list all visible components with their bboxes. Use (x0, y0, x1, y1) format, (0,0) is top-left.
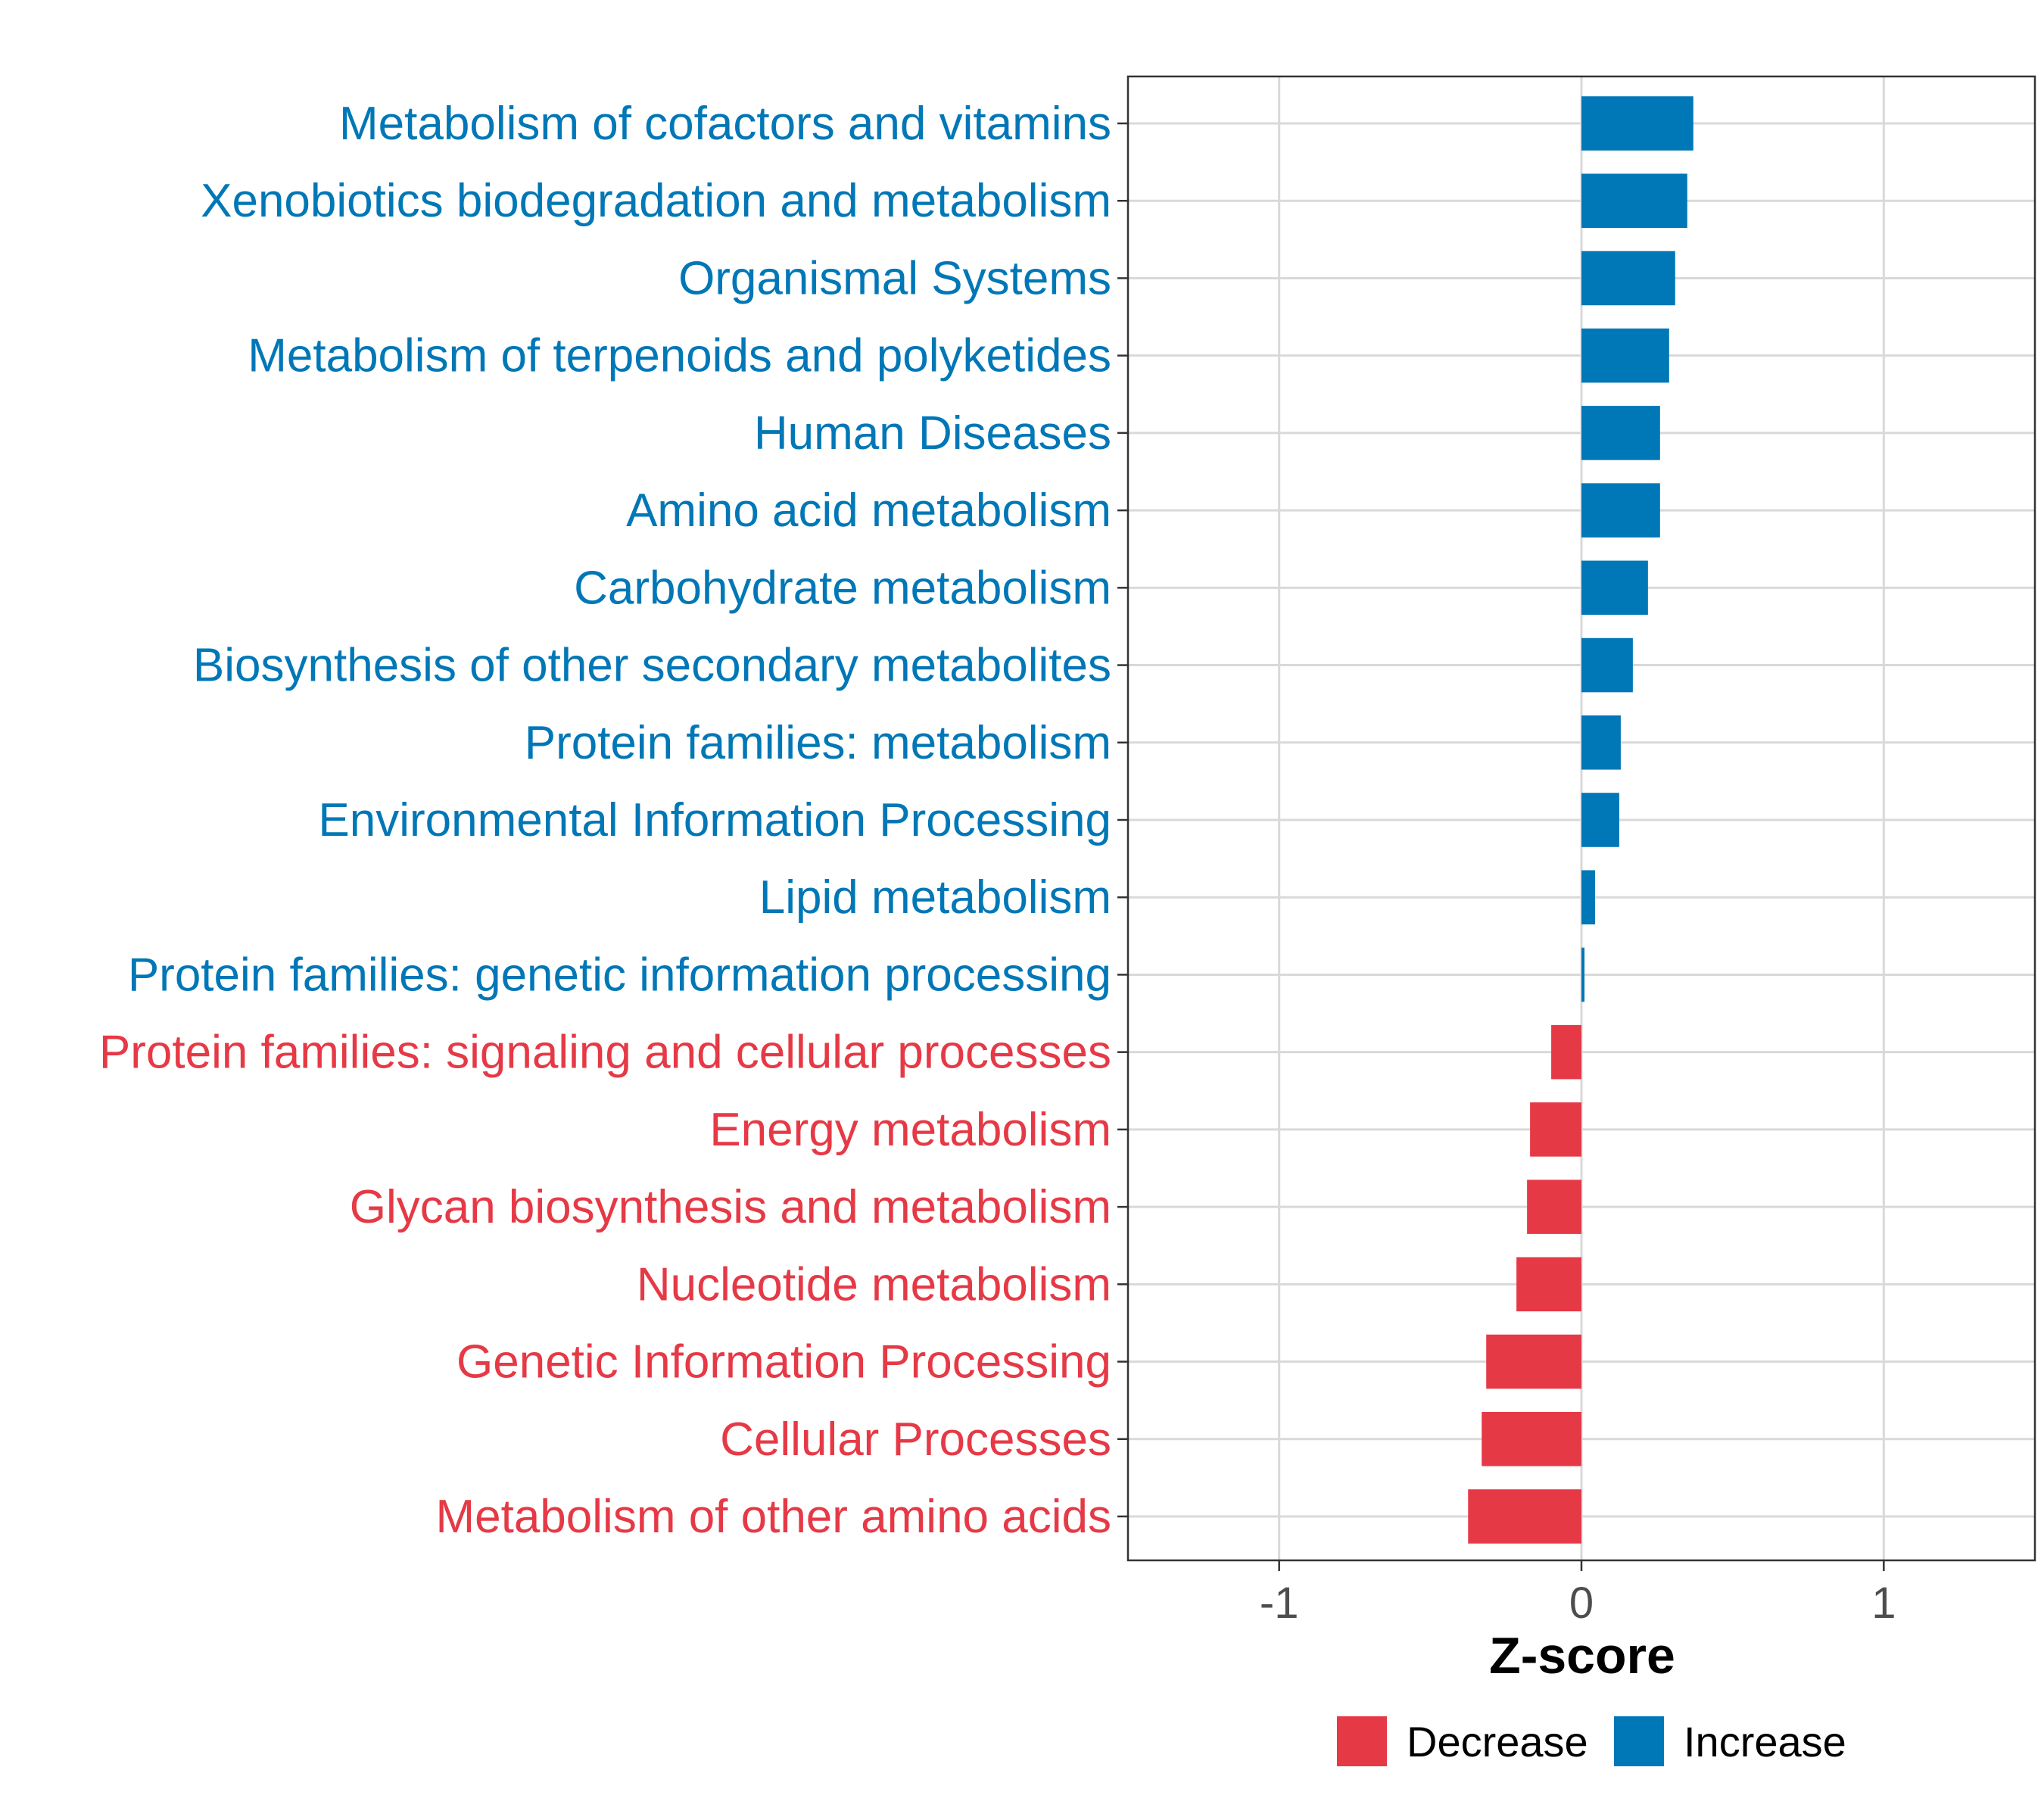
category-label-metabolism-of-cofactors-and-vitamins: Metabolism of cofactors and vitamins (339, 98, 1111, 150)
category-label-human-diseases: Human Diseases (754, 407, 1111, 460)
bar-metabolism-of-cofactors-and-vitamins (1581, 96, 1693, 151)
legend-key-increase (1614, 1716, 1664, 1766)
category-label-glycan-biosynthesis-and-metabolism: Glycan biosynthesis and metabolism (350, 1181, 1111, 1233)
category-label-protein-families-genetic-information-processing: Protein families: genetic information pr… (128, 949, 1111, 1001)
category-label-cellular-processes: Cellular Processes (720, 1413, 1111, 1466)
category-label-genetic-information-processing: Genetic Information Processing (456, 1336, 1111, 1388)
bar-glycan-biosynthesis-and-metabolism (1527, 1180, 1581, 1234)
x-axis-ticks (1278, 1560, 1885, 1571)
bar-cellular-processes (1482, 1412, 1581, 1466)
bars (1468, 96, 1693, 1544)
category-label-metabolism-of-other-amino-acids: Metabolism of other amino acids (435, 1491, 1111, 1543)
bar-environmental-information-processing (1581, 793, 1619, 847)
category-label-nucleotide-metabolism: Nucleotide metabolism (637, 1258, 1111, 1311)
category-label-environmental-information-processing: Environmental Information Processing (318, 794, 1111, 846)
bar-nucleotide-metabolism (1516, 1257, 1581, 1312)
y-axis-labels: Metabolism of cofactors and vitamins Xeno… (99, 98, 1111, 1543)
bar-amino-acid-metabolism (1581, 483, 1660, 538)
bar-xenobiotics-biodegradation-and-metabolism (1581, 173, 1687, 228)
bar-metabolism-of-terpenoids-and-polyketides (1581, 328, 1669, 383)
category-label-energy-metabolism: Energy metabolism (709, 1104, 1111, 1156)
y-axis-ticks (1117, 122, 1128, 1518)
legend-label-decrease: Decrease (1407, 1718, 1588, 1766)
bar-protein-families-signaling-and-cellular-processes (1551, 1024, 1581, 1080)
bar-organismal-systems (1581, 251, 1675, 306)
category-label-carbohydrate-metabolism: Carbohydrate metabolism (574, 562, 1111, 614)
x-axis-title: Z-score (1489, 1627, 1675, 1685)
bar-carbohydrate-metabolism (1581, 560, 1648, 616)
category-label-biosynthesis-of-other-secondary-metabolites: Biosynthesis of other secondary metaboli… (193, 640, 1111, 692)
category-label-protein-families-metabolism: Protein families: metabolism (525, 717, 1111, 769)
legend-label-increase: Increase (1684, 1718, 1846, 1766)
x-tick-label-1: 0 (1569, 1579, 1594, 1628)
x-tick-label-2: 1 (1871, 1579, 1896, 1628)
category-label-metabolism-of-terpenoids-and-polyketides: Metabolism of terpenoids and polyketides (248, 330, 1111, 382)
category-label-lipid-metabolism: Lipid metabolism (759, 871, 1111, 924)
bar-protein-families-genetic-information-processing (1581, 947, 1584, 1002)
legend-key-decrease (1337, 1716, 1387, 1766)
bar-lipid-metabolism (1581, 870, 1595, 924)
bar-biosynthesis-of-other-secondary-metabolites (1581, 637, 1633, 693)
category-label-xenobiotics-biodegradation-and-metabolism: Xenobiotics biodegradation and metabolis… (201, 175, 1111, 227)
bar-metabolism-of-other-amino-acids (1468, 1489, 1581, 1544)
category-label-organismal-systems: Organismal Systems (678, 252, 1111, 304)
legend: Decrease Increase (1337, 1716, 1846, 1766)
x-axis-labels: -1 0 1 (1260, 1579, 1896, 1628)
bar-energy-metabolism (1530, 1102, 1581, 1157)
bar-human-diseases (1581, 406, 1660, 460)
bar-protein-families-metabolism (1581, 715, 1621, 770)
category-label-protein-families-signaling-and-cellular-processes: Protein families: signaling and cellular… (99, 1027, 1111, 1079)
category-label-amino-acid-metabolism: Amino acid metabolism (626, 485, 1111, 537)
bar-genetic-information-processing (1486, 1334, 1581, 1389)
x-tick-label-0: -1 (1260, 1579, 1299, 1628)
